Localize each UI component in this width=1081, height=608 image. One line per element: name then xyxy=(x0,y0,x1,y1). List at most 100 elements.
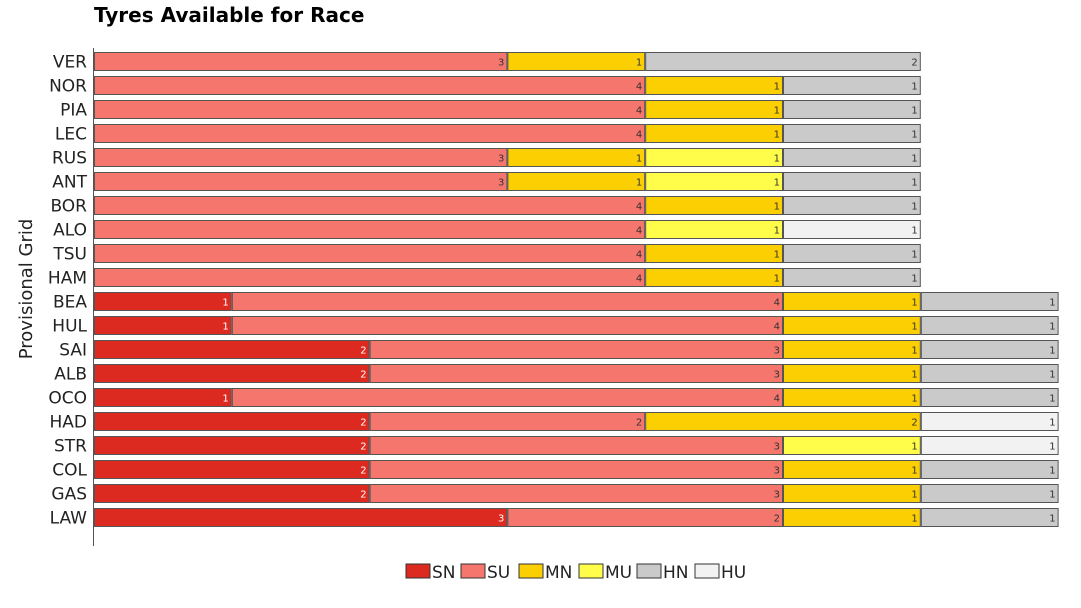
legend-label-su: SU xyxy=(487,563,510,583)
y-tick-label-oco: OCO xyxy=(48,389,87,409)
bar-lec-hn xyxy=(783,124,921,143)
bar-value-gas-mn: 1 xyxy=(911,490,917,501)
bar-col-sn xyxy=(94,460,370,479)
bar-value-col-su: 3 xyxy=(774,466,780,477)
bar-alb-sn xyxy=(94,364,370,383)
bar-tsu-mn xyxy=(645,244,784,263)
bar-tsu-su xyxy=(94,244,646,263)
bar-value-lec-su: 4 xyxy=(636,130,642,141)
bar-ant-mn xyxy=(507,172,646,191)
bar-ham-mn xyxy=(645,268,784,287)
bar-value-alb-su: 3 xyxy=(774,370,780,381)
bar-value-oco-sn: 1 xyxy=(222,394,228,405)
bar-value-hul-sn: 1 xyxy=(222,322,228,333)
legend-label-hn: HN xyxy=(663,563,689,583)
bar-value-law-sn: 3 xyxy=(498,514,504,525)
bar-str-sn xyxy=(94,436,370,455)
legend-swatch-mn xyxy=(518,563,544,579)
bar-value-bor-su: 4 xyxy=(636,202,642,213)
bar-value-alb-hn: 1 xyxy=(1049,370,1055,381)
y-tick-labels: VER NOR PIA LEC RUS ANT BOR ALO TSU HAM BEA HUL SAI A… xyxy=(48,53,88,529)
bar-value-str-hu: 1 xyxy=(1049,442,1055,453)
bar-value-bea-hn: 1 xyxy=(1049,298,1055,309)
bar-value-bor-hn: 1 xyxy=(911,202,917,213)
bar-ver-su xyxy=(94,52,508,71)
bar-hul-sn xyxy=(94,316,232,335)
bar-gas-hn xyxy=(920,484,1059,503)
bar-value-ant-su: 3 xyxy=(498,178,504,189)
legend-swatch-su xyxy=(460,563,486,579)
bar-value-gas-sn: 2 xyxy=(360,490,366,501)
y-tick-label-sai: SAI xyxy=(59,341,87,361)
bar-str-mu xyxy=(783,436,921,455)
bar-value-nor-mn: 1 xyxy=(774,82,780,93)
bar-sai-sn xyxy=(94,340,370,359)
legend-swatch-hn xyxy=(636,563,662,579)
bar-rus-mu xyxy=(645,148,784,167)
bar-sai-su xyxy=(369,340,783,359)
bar-had-mn xyxy=(645,412,921,431)
bar-value-sai-su: 3 xyxy=(774,346,780,357)
y-tick-label-str: STR xyxy=(54,437,87,457)
bar-value-lec-mn: 1 xyxy=(774,130,780,141)
bar-oco-hn xyxy=(920,388,1059,407)
bar-bea-mn xyxy=(783,292,921,311)
bar-ver-hn xyxy=(645,52,921,71)
bar-col-mn xyxy=(783,460,921,479)
bar-value-str-su: 3 xyxy=(774,442,780,453)
bar-value-had-sn: 2 xyxy=(360,418,366,429)
bar-value-ham-hn: 1 xyxy=(911,274,917,285)
bar-value-rus-mu: 1 xyxy=(774,154,780,165)
bar-lec-su xyxy=(94,124,646,143)
y-tick-label-bea: BEA xyxy=(53,293,87,313)
bar-pia-su xyxy=(94,100,646,119)
bar-bor-mn xyxy=(645,196,784,215)
bar-value-pia-mn: 1 xyxy=(774,106,780,117)
bar-had-su xyxy=(369,412,646,431)
bar-ant-su xyxy=(94,172,508,191)
bar-rus-hn xyxy=(783,148,921,167)
bar-pia-mn xyxy=(645,100,784,119)
bar-sai-mn xyxy=(783,340,921,359)
bar-ham-su xyxy=(94,268,646,287)
bar-law-mn xyxy=(783,508,921,527)
bar-value-str-mu: 1 xyxy=(911,442,917,453)
legend-swatch-mu xyxy=(578,563,604,579)
y-tick-label-col: COL xyxy=(52,461,87,481)
bar-value-tsu-hn: 1 xyxy=(911,250,917,261)
bar-lec-mn xyxy=(645,124,784,143)
bar-oco-sn xyxy=(94,388,232,407)
bar-oco-mn xyxy=(783,388,921,407)
bar-bor-hn xyxy=(783,196,921,215)
bar-value-law-su: 2 xyxy=(774,514,780,525)
bar-col-hn xyxy=(920,460,1059,479)
bar-value-sai-mn: 1 xyxy=(911,346,917,357)
bar-had-sn xyxy=(94,412,370,431)
legend-label-hu: HU xyxy=(721,563,746,583)
y-tick-label-ant: ANT xyxy=(52,173,87,193)
bar-value-oco-mn: 1 xyxy=(911,394,917,405)
bar-str-hu xyxy=(920,436,1059,455)
bar-value-alb-sn: 2 xyxy=(360,370,366,381)
bar-value-had-hu: 1 xyxy=(1049,418,1055,429)
y-tick-label-hul: HUL xyxy=(52,317,87,337)
y-tick-label-law: LAW xyxy=(50,509,88,529)
y-tick-label-ver: VER xyxy=(53,53,87,73)
y-tick-label-tsu: TSU xyxy=(52,245,87,265)
bar-oco-su xyxy=(231,388,784,407)
bar-bea-hn xyxy=(920,292,1059,311)
bar-tsu-hn xyxy=(783,244,921,263)
legend-label-mu: MU xyxy=(605,563,632,583)
bar-alo-su xyxy=(94,220,646,239)
bar-value-alo-su: 4 xyxy=(636,226,642,237)
bar-col-su xyxy=(369,460,783,479)
bar-value-ant-mn: 1 xyxy=(636,178,642,189)
bars-group: 3 1 2 4 1 1 4 1 1 4 1 1 3 1 1 1 3 1 1 1 4 1 1 4 1 1 4 1 1 4 1 1 1 4 1 1 1 4 1 1… xyxy=(94,52,1059,527)
bar-value-rus-mn: 1 xyxy=(636,154,642,165)
bar-alo-mu xyxy=(645,220,784,239)
y-tick-label-alb: ALB xyxy=(54,365,87,385)
bar-value-oco-hn: 1 xyxy=(1049,394,1055,405)
y-tick-label-bor: BOR xyxy=(50,197,87,217)
y-tick-label-pia: PIA xyxy=(60,101,87,121)
bar-value-lec-hn: 1 xyxy=(911,130,917,141)
